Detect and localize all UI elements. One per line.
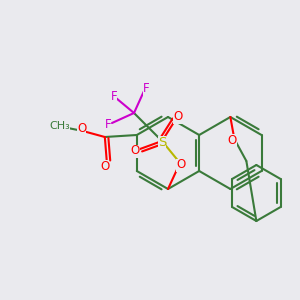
Text: F: F — [143, 82, 149, 95]
Text: O: O — [228, 134, 237, 146]
Text: O: O — [77, 122, 86, 136]
Text: S: S — [158, 136, 166, 148]
Text: O: O — [130, 145, 140, 158]
Text: CH₃: CH₃ — [50, 121, 70, 131]
Text: O: O — [173, 110, 183, 124]
Text: O: O — [176, 158, 186, 172]
Text: O: O — [100, 160, 110, 172]
Text: F: F — [105, 118, 111, 131]
Text: F: F — [111, 91, 117, 103]
